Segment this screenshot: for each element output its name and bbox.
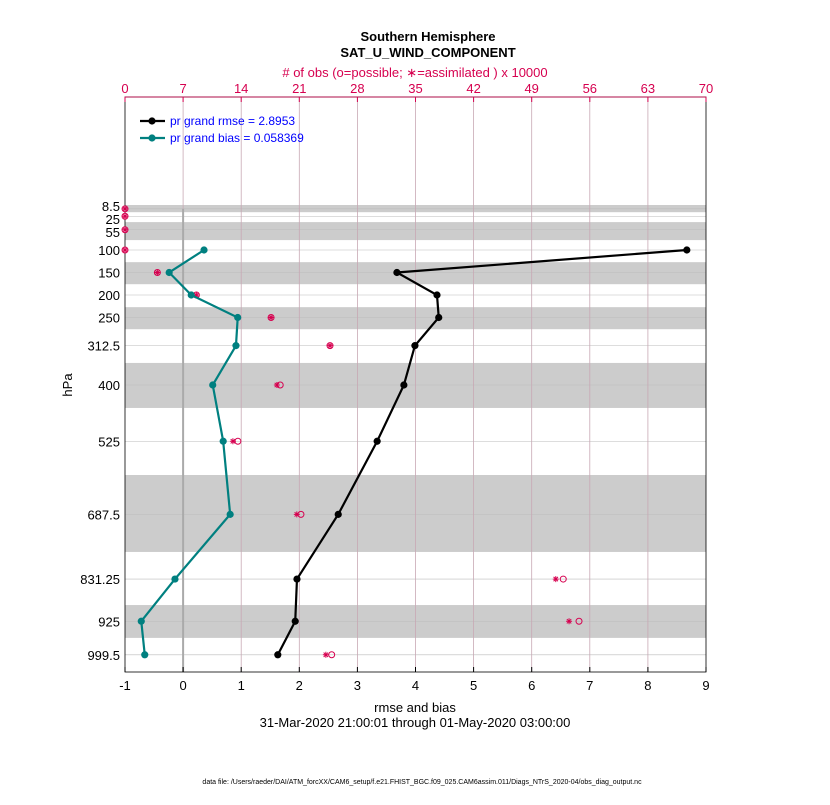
top-tick-label: 0 — [121, 81, 128, 96]
chart-title: Southern Hemisphere — [360, 29, 495, 44]
series-point-1 — [200, 246, 208, 254]
obs-assimilated-marker — [122, 205, 128, 212]
x-tick-label: 3 — [354, 678, 361, 693]
series-point-1 — [226, 510, 234, 518]
top-tick-label: 56 — [583, 81, 597, 96]
series-point-1 — [232, 342, 240, 350]
series-point-0 — [291, 617, 299, 625]
y-tick-label: 250 — [98, 311, 120, 326]
y-tick-label: 312.5 — [87, 339, 120, 354]
series-point-0 — [334, 510, 342, 518]
obs-assimilated-marker — [566, 618, 573, 625]
y-tick-label: 8.5 — [102, 199, 120, 214]
date-range: 31-Mar-2020 21:00:01 through 01-May-2020… — [260, 715, 571, 730]
top-tick-label: 63 — [641, 81, 655, 96]
top-tick-label: 35 — [408, 81, 422, 96]
y-tick-label: 525 — [98, 434, 120, 449]
obs-assimilated-marker — [122, 226, 128, 233]
obs-assimilated-marker — [193, 292, 200, 298]
y-tick-label: 687.5 — [87, 507, 120, 522]
data-file-footer: data file: /Users/raeder/DAI/ATM_forcXX/… — [202, 779, 642, 786]
top-tick-label: 49 — [524, 81, 538, 96]
chart-subtitle: SAT_U_WIND_COMPONENT — [340, 45, 515, 60]
top-axis-label: # of obs (o=possible; ∗=assimilated ) x … — [282, 65, 547, 80]
y-tick-label: 25 — [106, 212, 120, 227]
obs-assimilated-marker — [268, 314, 275, 321]
obs-possible-marker — [575, 617, 583, 625]
x-tick-label: 6 — [528, 678, 535, 693]
top-tick-label: 70 — [699, 81, 713, 96]
top-tick-label: 28 — [350, 81, 364, 96]
series-point-1 — [165, 268, 173, 277]
series-point-0 — [274, 651, 282, 659]
obs-assimilated-marker — [273, 382, 280, 388]
series-point-0 — [683, 246, 691, 254]
x-tick-label: 8 — [644, 678, 651, 693]
x-tick-label: 7 — [586, 678, 593, 693]
series-point-1 — [234, 313, 242, 322]
series-point-0 — [435, 313, 443, 322]
top-tick-label: 7 — [179, 81, 186, 96]
series-point-0 — [411, 342, 419, 350]
obs-assimilated-marker — [122, 213, 128, 220]
obs-assimilated-marker — [552, 576, 559, 583]
top-tick-label: 21 — [292, 81, 306, 96]
series-point-1 — [219, 437, 227, 445]
series-point-0 — [393, 268, 401, 277]
series-point-1 — [141, 651, 149, 659]
x-tick-label: 5 — [470, 678, 477, 693]
series-point-0 — [293, 575, 301, 583]
y-tick-label: 400 — [98, 378, 120, 393]
x-tick-label: 4 — [412, 678, 419, 693]
x-tick-label: 0 — [179, 678, 186, 693]
legend-marker-1 — [148, 134, 156, 142]
series-point-0 — [373, 437, 381, 445]
x-axis-label: rmse and bias — [374, 700, 456, 715]
x-tick-label: 1 — [238, 678, 245, 693]
series-point-1 — [171, 575, 179, 583]
legend-label-1: pr grand bias = 0.058369 — [170, 131, 304, 145]
x-tick-label: -1 — [119, 678, 131, 693]
y-tick-label: 925 — [98, 614, 120, 629]
obs-assimilated-marker — [327, 342, 334, 349]
legend-marker-0 — [148, 117, 156, 125]
series-point-1 — [137, 617, 145, 625]
top-tick-label: 42 — [466, 81, 480, 96]
y-tick-label: 150 — [98, 266, 120, 281]
series-point-0 — [433, 291, 441, 299]
obs-possible-marker — [559, 575, 567, 583]
top-tick-label: 14 — [234, 81, 248, 96]
legend-label-0: pr grand rmse = 2.8953 — [170, 114, 295, 128]
y-tick-label: 55 — [106, 225, 120, 240]
y-tick-label: 999.5 — [87, 648, 120, 663]
obs-assimilated-marker — [293, 511, 300, 518]
x-tick-label: 2 — [296, 678, 303, 693]
y-tick-label: 100 — [98, 243, 120, 258]
y-tick-label: 200 — [98, 288, 120, 303]
obs-assimilated-marker — [322, 651, 329, 658]
obs-assimilated-marker — [229, 438, 236, 445]
obs-assimilated-marker — [122, 247, 128, 253]
obs-assimilated-marker — [154, 269, 161, 276]
series-point-0 — [400, 381, 408, 389]
series-point-1 — [209, 381, 217, 389]
y-tick-label: 831.25 — [80, 572, 120, 587]
x-tick-label: 9 — [702, 678, 709, 693]
y-axis-label: hPa — [60, 373, 75, 397]
series-point-1 — [187, 291, 195, 299]
